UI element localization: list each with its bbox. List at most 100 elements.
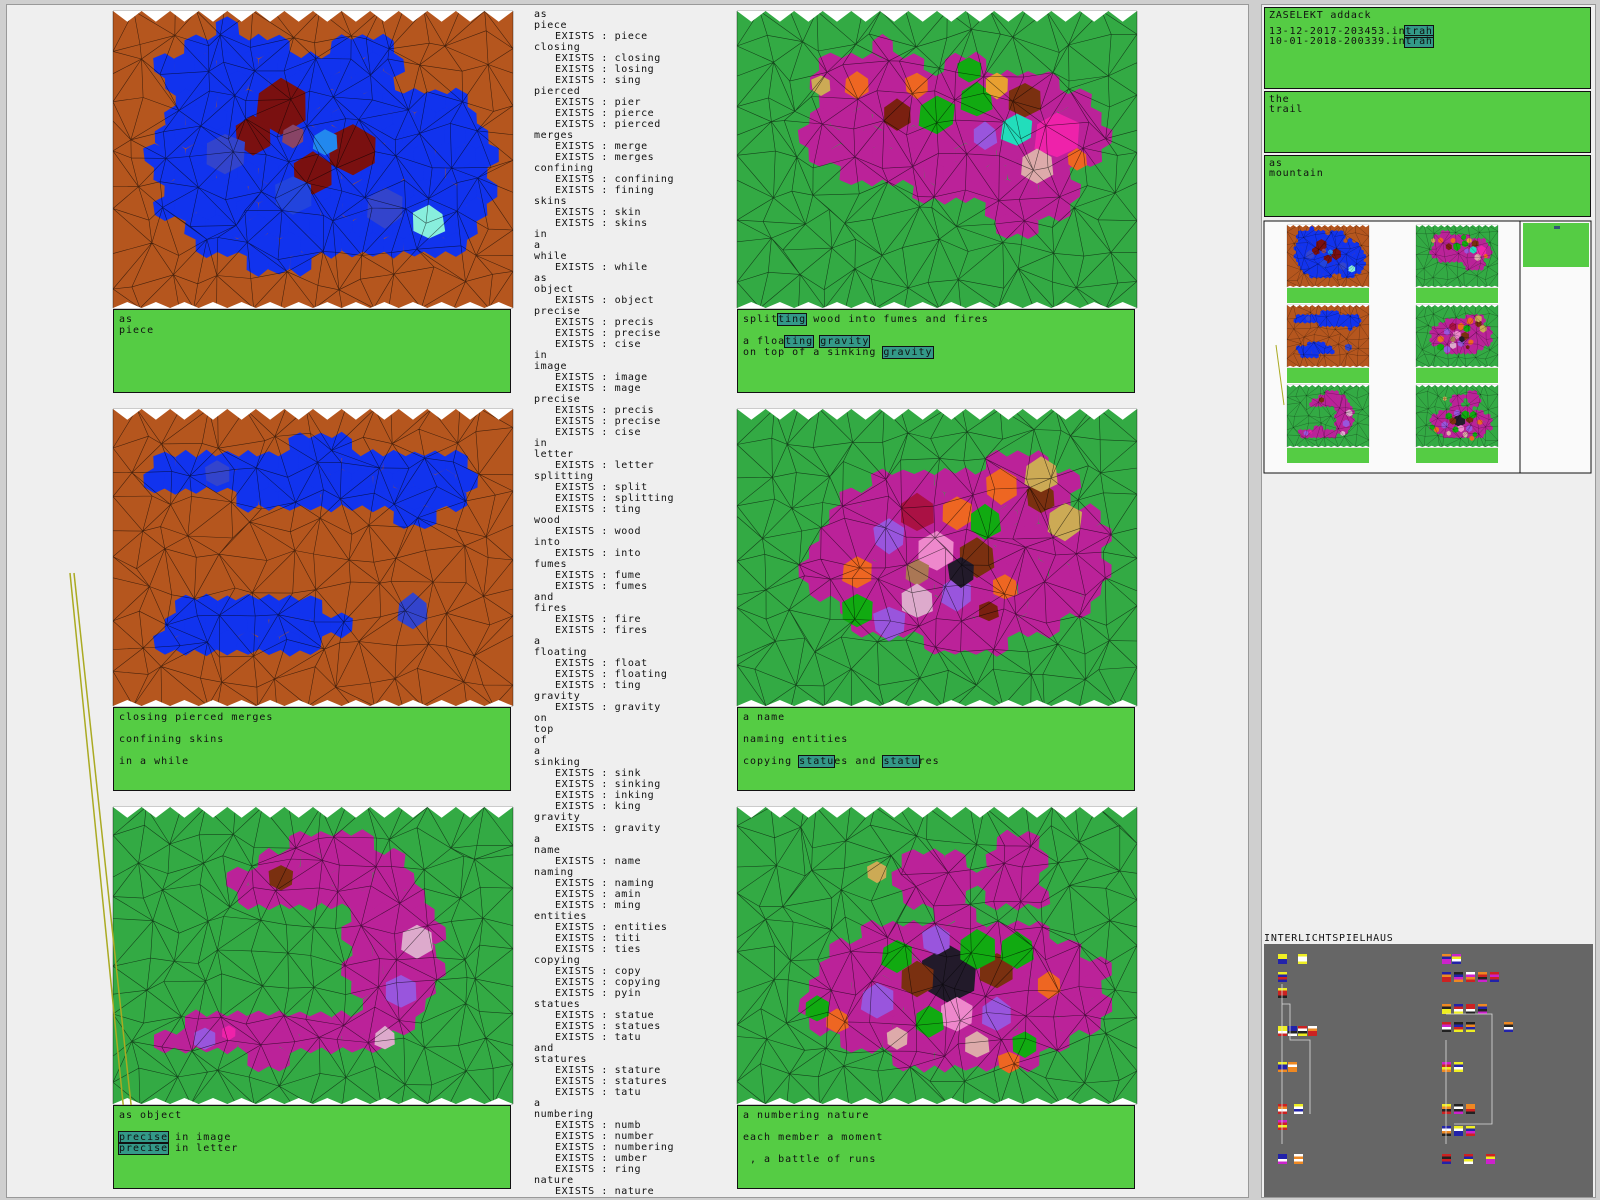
word: wood bbox=[534, 515, 561, 526]
caption-line: closing pierced merges bbox=[119, 712, 505, 723]
word: a bbox=[534, 240, 541, 251]
region-cell bbox=[1300, 257, 1306, 263]
exists-entry: EXISTS : closing bbox=[555, 53, 661, 64]
region-cell bbox=[1313, 233, 1319, 240]
region-cell bbox=[903, 53, 925, 78]
region-cell bbox=[902, 883, 926, 910]
region-cell bbox=[996, 142, 1019, 167]
feature-cell bbox=[1449, 341, 1457, 349]
flag-stripe bbox=[1298, 954, 1307, 957]
flag-stripe bbox=[1294, 1104, 1303, 1107]
region-cell bbox=[341, 449, 363, 476]
region-cell bbox=[1438, 329, 1444, 336]
flag-stripe bbox=[1278, 1033, 1287, 1036]
caption-text: a floa bbox=[743, 336, 786, 347]
region-cell bbox=[226, 213, 250, 239]
highlighted-text: precise bbox=[117, 1142, 170, 1155]
region-cell bbox=[996, 829, 1019, 856]
map-image bbox=[112, 408, 514, 707]
region-cell bbox=[1481, 429, 1486, 435]
region-cell bbox=[402, 88, 426, 113]
word: precise bbox=[534, 394, 581, 405]
region-cell bbox=[1352, 245, 1358, 252]
highlighted-text: ting bbox=[784, 335, 815, 348]
exists-entry: EXISTS : merge bbox=[555, 141, 648, 152]
region-cell bbox=[1327, 393, 1333, 400]
region-cell bbox=[1331, 321, 1337, 328]
region-cell bbox=[1447, 249, 1453, 256]
region-cell bbox=[1352, 253, 1358, 259]
feature-cell bbox=[1479, 324, 1487, 333]
flag-stripe bbox=[1442, 1011, 1451, 1014]
region-cell bbox=[205, 34, 229, 61]
flag-stripe bbox=[1466, 972, 1475, 975]
region-cell bbox=[1078, 973, 1102, 1000]
word: statues bbox=[534, 999, 581, 1010]
feature-cell bbox=[1319, 397, 1325, 403]
region-cell bbox=[1068, 595, 1091, 619]
region-cell bbox=[445, 159, 468, 185]
map-image bbox=[1286, 384, 1370, 448]
exists-entry: EXISTS : name bbox=[555, 856, 642, 867]
region-cell bbox=[1467, 253, 1473, 259]
region-cell bbox=[277, 51, 302, 78]
region-cell bbox=[1336, 409, 1342, 416]
feature-cell bbox=[1431, 238, 1436, 243]
flag-stripe bbox=[1308, 1026, 1317, 1029]
flag-stripe bbox=[1454, 1126, 1463, 1129]
flag-stripe bbox=[1490, 972, 1499, 975]
flag-stripe bbox=[1288, 1067, 1297, 1070]
caption-text: a numbering nature bbox=[743, 1110, 870, 1121]
flag-stripe bbox=[1454, 1004, 1463, 1007]
region-cell bbox=[1481, 341, 1486, 347]
region-cell bbox=[153, 160, 176, 186]
region-cell bbox=[1342, 405, 1348, 411]
region-cell bbox=[1307, 261, 1312, 267]
region-cell bbox=[1329, 268, 1335, 275]
region-cell bbox=[1481, 318, 1486, 324]
caption-line: on top of a sinking gravity bbox=[743, 346, 1129, 359]
region-cell bbox=[1332, 313, 1337, 320]
feature-cell bbox=[915, 1005, 944, 1038]
region-cell bbox=[1057, 939, 1082, 965]
feature-cell bbox=[1446, 430, 1451, 436]
exists-entry: EXISTS : nature bbox=[555, 1186, 655, 1197]
caption-text: es and bbox=[834, 756, 884, 767]
region-cell bbox=[361, 849, 384, 873]
region-cell bbox=[891, 469, 915, 493]
exists-entry: EXISTS : cise bbox=[555, 427, 642, 438]
flag-stripe bbox=[1464, 1161, 1473, 1164]
feature-cell bbox=[1021, 148, 1054, 184]
region-cell bbox=[1472, 390, 1478, 396]
word: and bbox=[534, 1043, 554, 1054]
region-cell bbox=[1298, 237, 1304, 244]
flag-stripe bbox=[1466, 1104, 1475, 1107]
region-cell bbox=[1440, 429, 1446, 435]
region-cell bbox=[1449, 318, 1455, 324]
region-cell bbox=[1090, 125, 1113, 150]
region-cell bbox=[1433, 233, 1439, 240]
word: precise bbox=[534, 306, 581, 317]
region-cell bbox=[413, 467, 436, 494]
region-cell bbox=[1460, 394, 1466, 400]
feature-cell bbox=[1472, 431, 1478, 438]
region-cell bbox=[1079, 1009, 1101, 1036]
caption-line: copying statues and statures bbox=[743, 755, 1129, 768]
region-cell bbox=[1295, 249, 1301, 255]
region-cell bbox=[1338, 230, 1344, 236]
flag-stripe bbox=[1454, 1131, 1463, 1134]
flag-stripe bbox=[1454, 1111, 1463, 1114]
flag-stripe bbox=[1278, 1111, 1287, 1114]
feature-cell bbox=[1442, 396, 1447, 402]
exists-entry: EXISTS : splitting bbox=[555, 493, 675, 504]
region-cell bbox=[392, 467, 415, 494]
word: into bbox=[534, 537, 561, 548]
region-cell bbox=[1449, 397, 1455, 404]
region-cell bbox=[382, 89, 406, 113]
region-cell bbox=[1431, 341, 1437, 347]
region-cell bbox=[257, 487, 280, 511]
flag-stripe bbox=[1442, 974, 1451, 977]
thumb-bar bbox=[1287, 368, 1369, 383]
region-cell bbox=[298, 630, 323, 655]
region-cell bbox=[1336, 313, 1342, 320]
